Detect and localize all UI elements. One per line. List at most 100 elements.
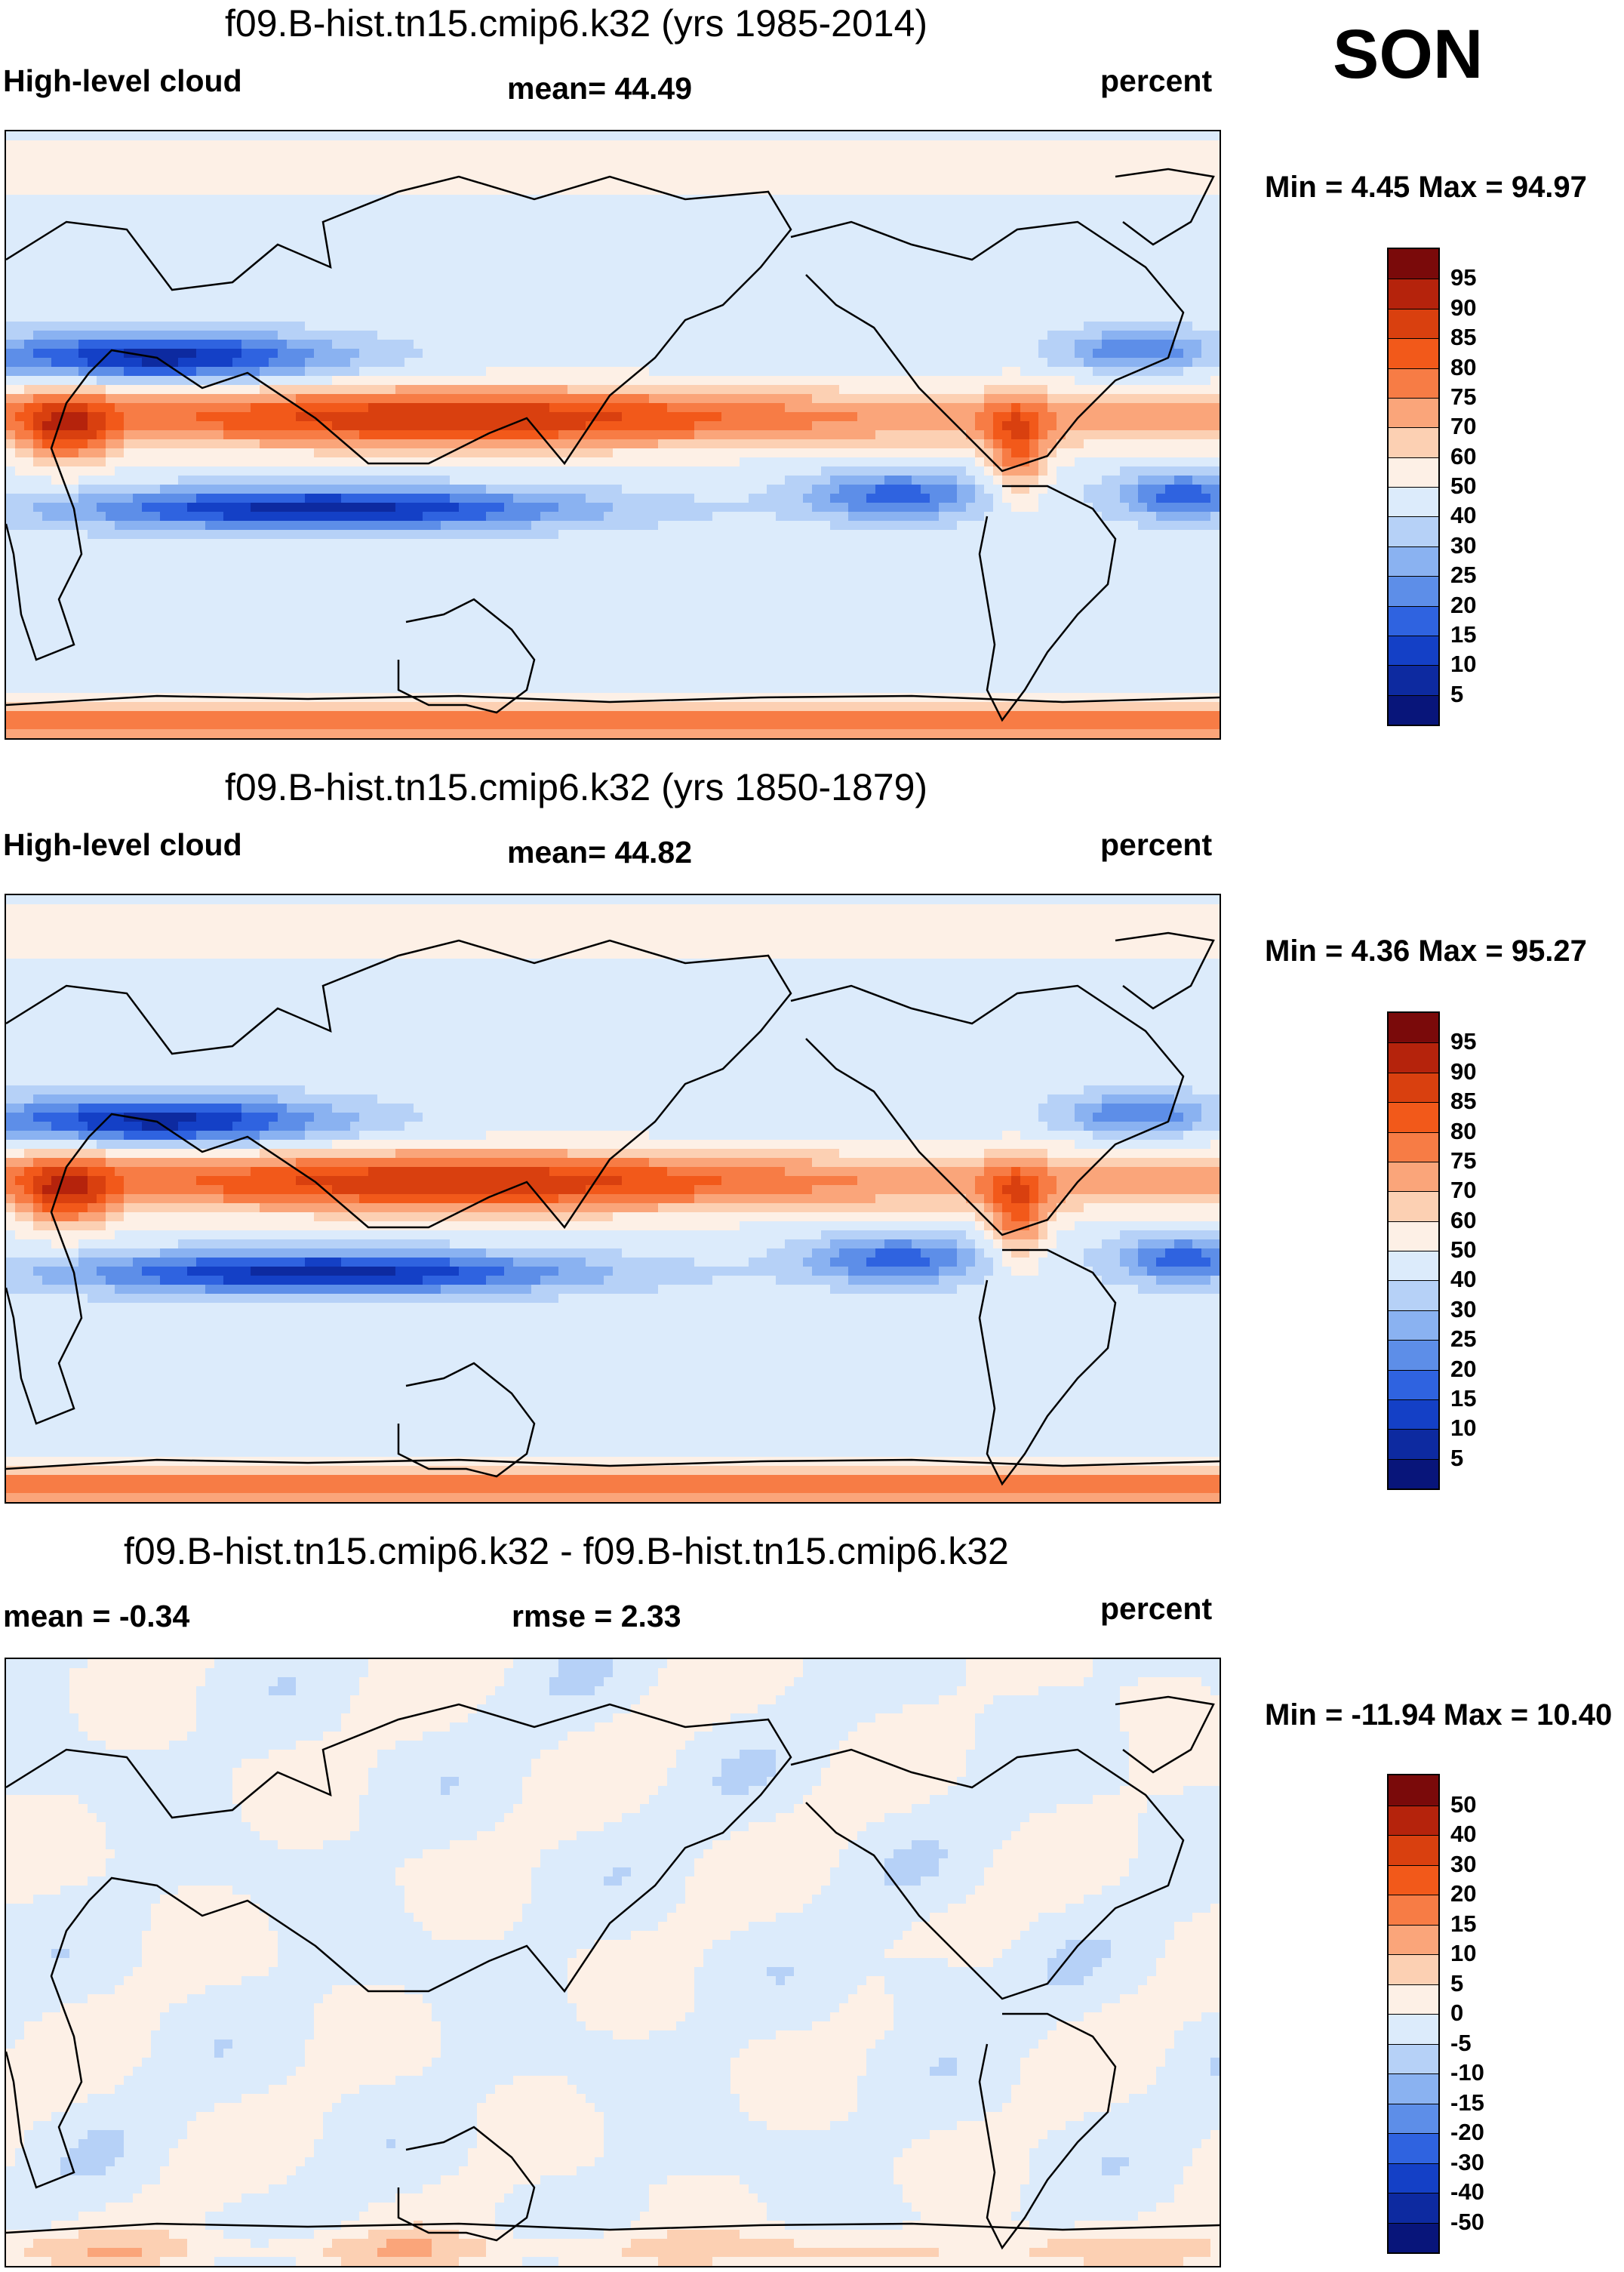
field-cell	[97, 403, 106, 413]
field-cell	[803, 240, 813, 250]
field-cell	[314, 439, 324, 449]
field-cell	[441, 240, 451, 250]
field-cell	[450, 294, 460, 304]
field-cell	[903, 430, 912, 440]
field-cell	[667, 131, 677, 141]
field-cell	[549, 240, 559, 250]
field-cell	[1111, 394, 1121, 404]
field-cell	[323, 376, 333, 386]
field-cell	[1002, 285, 1012, 295]
field-cell	[251, 376, 260, 386]
field-cell	[586, 385, 595, 395]
field-cell	[966, 331, 976, 340]
field-cell	[921, 448, 930, 458]
field-cell	[486, 168, 496, 177]
field-cell	[749, 349, 758, 359]
field-cell	[223, 285, 233, 295]
field-cell	[667, 439, 677, 449]
field-cell	[767, 149, 777, 159]
field-cell	[314, 177, 324, 186]
field-cell	[1047, 457, 1057, 467]
field-cell	[142, 186, 152, 195]
field-cell	[1066, 231, 1075, 241]
field-cell	[513, 149, 523, 159]
field-cell	[78, 195, 88, 205]
field-cell	[930, 367, 940, 377]
field-cell	[749, 131, 758, 141]
field-cell	[1093, 204, 1103, 214]
field-cell	[504, 276, 514, 286]
field-cell	[1093, 213, 1103, 223]
field-cell	[468, 303, 478, 313]
field-cell	[839, 412, 849, 422]
field-cell	[6, 412, 16, 422]
field-cell	[948, 430, 958, 440]
field-cell	[595, 358, 604, 368]
field-cell	[866, 312, 876, 322]
field-cell	[142, 340, 152, 349]
field-cell	[1102, 168, 1112, 177]
field-cell	[133, 412, 143, 422]
field-cell	[178, 403, 188, 413]
field-cell	[477, 331, 487, 340]
field-cell	[658, 222, 668, 232]
field-cell	[187, 276, 197, 286]
field-cell	[830, 267, 840, 277]
field-cell	[531, 376, 541, 386]
field-cell	[558, 195, 568, 205]
field-cell	[78, 140, 88, 150]
field-cell	[332, 358, 342, 368]
field-cell	[740, 276, 749, 286]
field-cell	[703, 394, 713, 404]
field-cell	[549, 258, 559, 268]
field-cell	[1174, 349, 1184, 359]
field-cell	[260, 168, 269, 177]
field-cell	[60, 186, 70, 195]
field-cell	[1057, 168, 1066, 177]
field-cell	[350, 367, 360, 377]
field-cell	[1138, 394, 1148, 404]
field-cell	[287, 149, 297, 159]
field-cell	[196, 340, 206, 349]
field-cell	[1066, 195, 1075, 205]
field-cell	[269, 448, 278, 458]
field-cell	[495, 240, 505, 250]
field-cell	[232, 231, 242, 241]
field-cell	[758, 312, 767, 322]
field-cell	[133, 448, 143, 458]
field-cell	[640, 322, 650, 331]
field-cell	[803, 177, 813, 186]
field-cell	[1156, 385, 1166, 395]
field-cell	[160, 249, 170, 259]
field-cell	[531, 385, 541, 395]
field-cell	[857, 213, 867, 223]
field-cell	[187, 312, 197, 322]
field-cell	[450, 367, 460, 377]
field-cell	[640, 439, 650, 449]
field-cell	[214, 294, 224, 304]
field-cell	[558, 213, 568, 223]
field-cell	[540, 322, 550, 331]
field-cell	[613, 213, 623, 223]
field-cell	[377, 303, 387, 313]
field-cell	[848, 349, 858, 359]
field-cell	[1138, 385, 1148, 395]
field-cell	[531, 149, 541, 159]
field-cell	[350, 177, 360, 186]
field-cell	[459, 430, 469, 440]
field-cell	[414, 249, 423, 259]
field-cell	[60, 448, 70, 458]
field-cell	[51, 322, 61, 331]
field-cell	[205, 131, 215, 141]
field-cell	[577, 448, 586, 458]
field-cell	[912, 394, 921, 404]
field-cell	[368, 421, 378, 431]
field-cell	[187, 231, 197, 241]
field-cell	[414, 131, 423, 141]
field-cell	[939, 213, 949, 223]
field-cell	[1210, 195, 1220, 205]
field-cell	[414, 149, 423, 159]
field-cell	[495, 213, 505, 223]
field-cell	[323, 267, 333, 277]
field-cell	[24, 186, 34, 195]
